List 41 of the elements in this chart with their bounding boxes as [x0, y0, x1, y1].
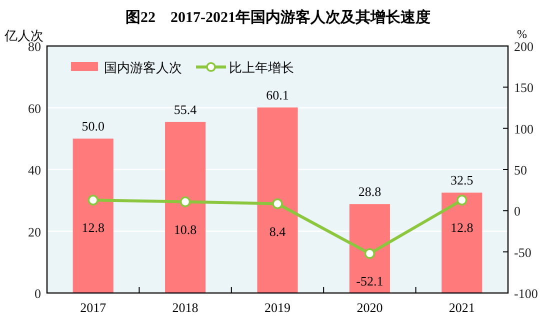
y-tick-label: 40 — [28, 162, 41, 178]
chart-title: 图22 2017-2021年国内游客人次及其增长速度 — [126, 8, 430, 26]
y-axis-title: 亿人次 — [4, 28, 44, 43]
data-label: 12.8 — [82, 220, 104, 236]
y2-tick-label: 0 — [514, 204, 520, 219]
bar — [442, 192, 482, 293]
y2-tick-label: -100 — [514, 286, 538, 301]
y2-tick-label: -50 — [514, 244, 532, 260]
bar — [165, 122, 206, 293]
data-label: 10.8 — [174, 222, 197, 237]
x-tick-label: 2021 — [448, 300, 475, 315]
legend-label: 国内游客人次 — [104, 60, 182, 75]
point — [88, 194, 98, 206]
data-label: 28.8 — [358, 184, 382, 200]
y2-tick-label: 100 — [514, 121, 534, 136]
data-label: 60.1 — [266, 87, 289, 102]
bar — [72, 138, 114, 293]
data-label: 32.5 — [450, 172, 474, 188]
x-tick-label: 2020 — [356, 300, 383, 315]
point — [364, 248, 376, 259]
y-tick-label: 60 — [28, 100, 41, 116]
x-tick-label: 2019 — [264, 300, 290, 315]
x-tick-label: 2018 — [172, 300, 198, 315]
y2-tick-label: 200 — [514, 39, 534, 54]
data-label: 50.0 — [82, 118, 104, 134]
data-label: 8.4 — [269, 224, 286, 239]
data-label: 55.4 — [174, 102, 198, 117]
y2-tick-label: 150 — [514, 80, 534, 96]
legend-label: 比上年增长 — [229, 60, 294, 75]
point — [272, 198, 283, 210]
point — [180, 196, 191, 208]
y2-axis-title: % — [517, 27, 527, 41]
x-tick-label: 2017 — [80, 300, 107, 315]
data-label: -52.1 — [356, 274, 384, 289]
bar — [349, 204, 390, 293]
y-tick-label: 0 — [34, 286, 41, 301]
bar — [257, 107, 298, 293]
point — [456, 194, 468, 206]
y2-tick-label: 50 — [514, 162, 527, 178]
data-label: 12.8 — [450, 220, 474, 236]
y-tick-label: 20 — [28, 224, 41, 240]
